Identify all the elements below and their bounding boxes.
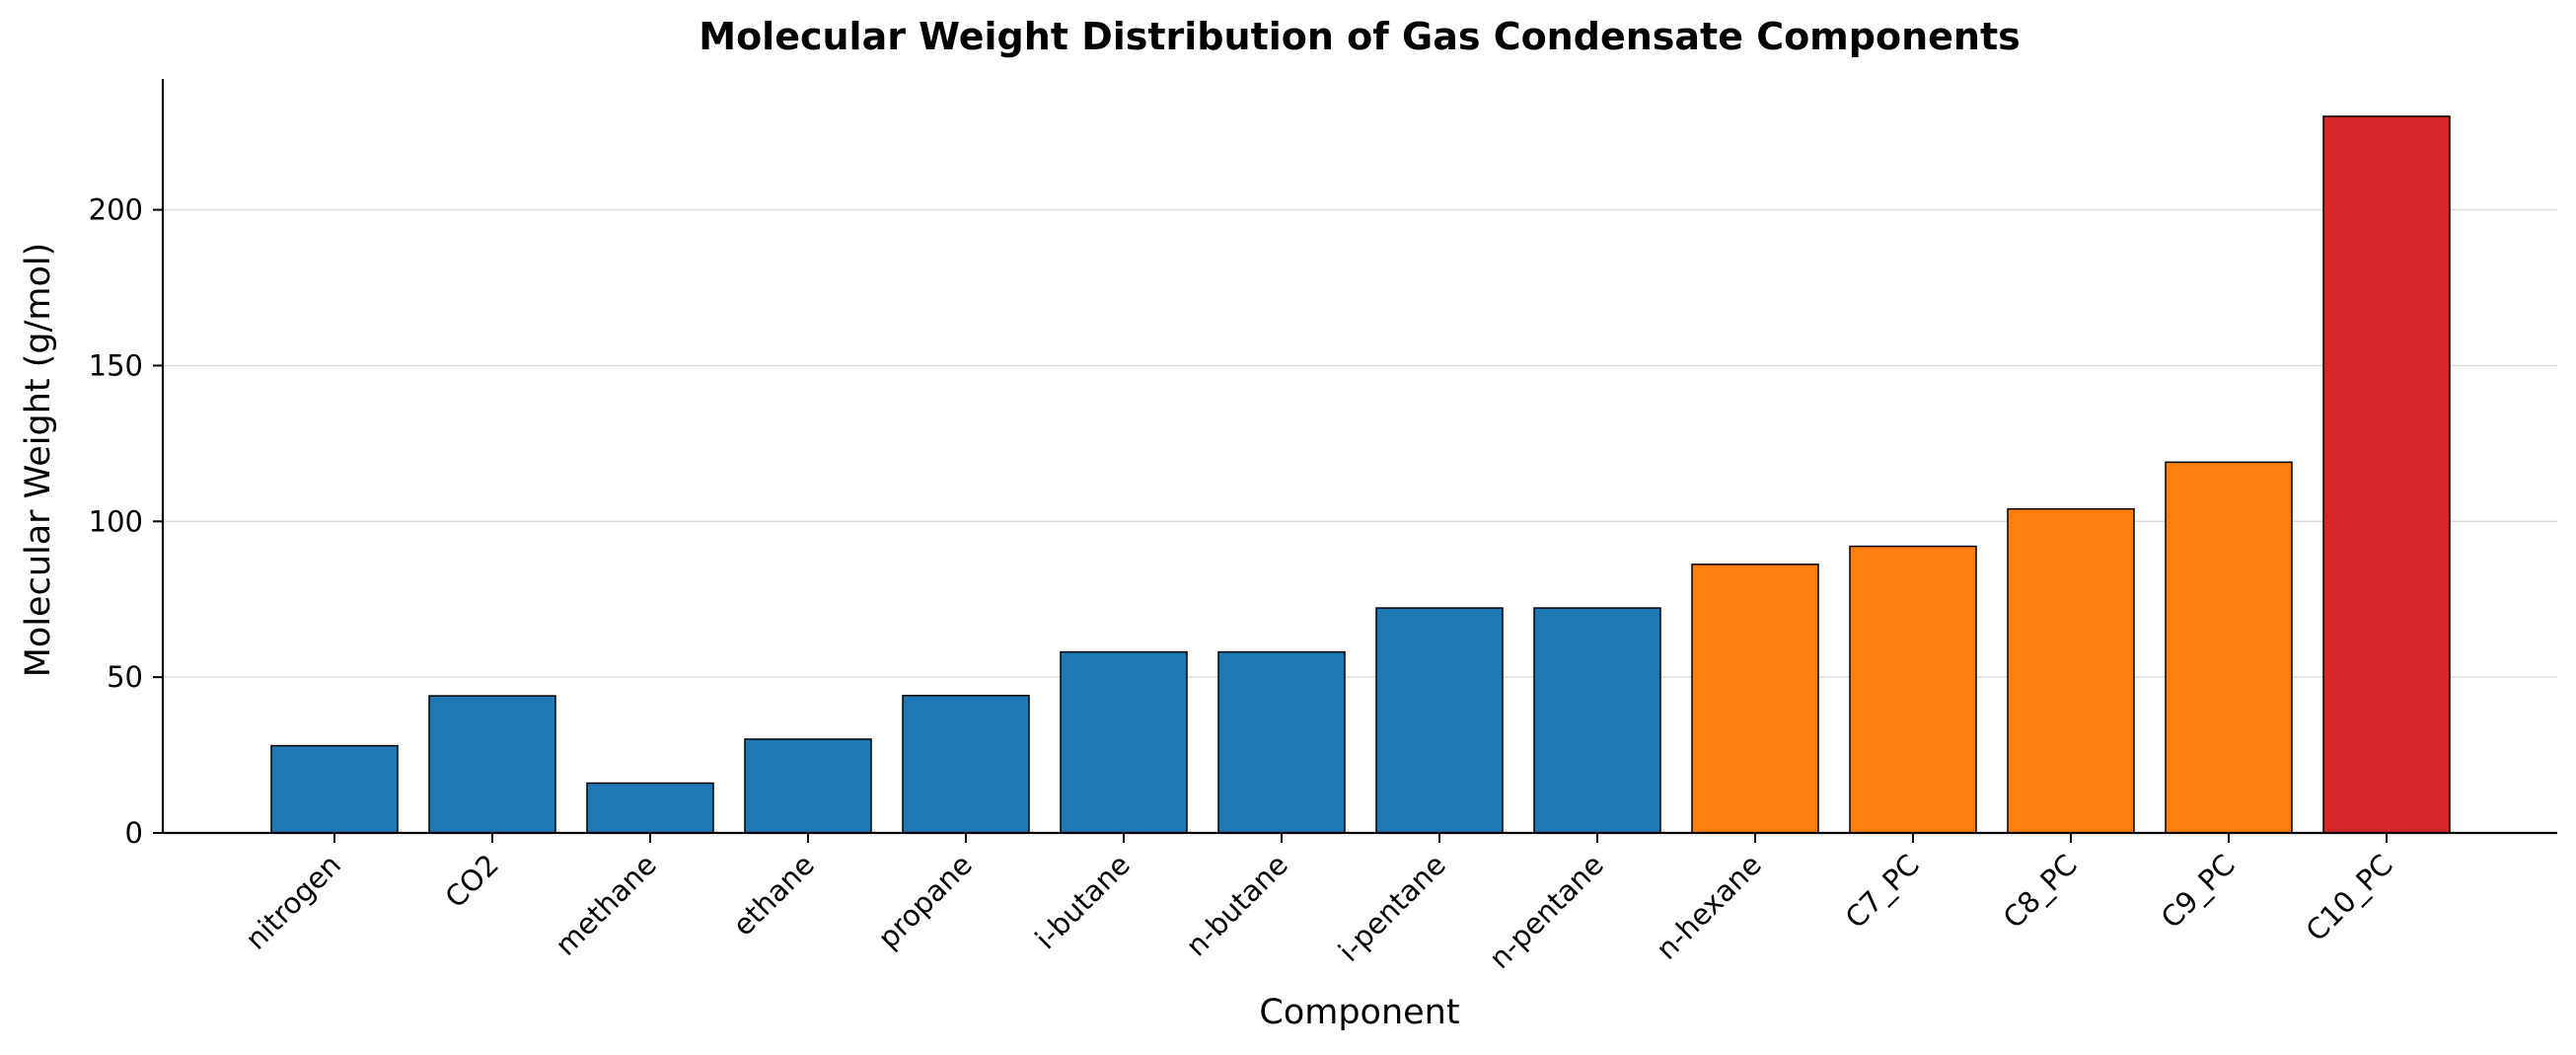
y-tick-label: 50	[107, 660, 143, 694]
bar-C8_PC	[2007, 507, 2135, 834]
x-tick-label: nitrogen	[239, 848, 347, 956]
y-tick-label: 150	[89, 348, 143, 382]
bar-n-pentane	[1533, 607, 1661, 834]
bar-C9_PC	[2165, 461, 2293, 834]
x-tick-label: ethane	[726, 848, 821, 942]
x-tick-label: i-pentane	[1332, 848, 1452, 968]
chart-title: Molecular Weight Distribution of Gas Con…	[699, 15, 2021, 58]
x-tick-label: C7_PC	[1839, 848, 1926, 935]
y-tick-label: 200	[89, 193, 143, 227]
bar-methane	[586, 782, 714, 834]
bar-C7_PC	[1849, 545, 1977, 834]
x-axis-label: Component	[1259, 993, 1459, 1032]
x-tick-label: C10_PC	[2300, 848, 2399, 947]
bars	[270, 115, 2451, 834]
x-tick-label: n-butane	[1179, 848, 1294, 963]
bar-i-butane	[1060, 650, 1188, 834]
x-tick-label: C9_PC	[2155, 848, 2242, 935]
x-tick-label: C8_PC	[1997, 848, 2084, 935]
bar-nitrogen	[270, 744, 399, 834]
y-axis: 0 50 100 150 200	[89, 79, 165, 850]
x-tick-label: n-pentane	[1483, 848, 1610, 975]
x-tick-label: propane	[871, 848, 979, 955]
x-tick-label: CO2	[438, 848, 505, 915]
x-tick-label: methane	[549, 848, 663, 962]
bar-propane	[902, 695, 1030, 834]
x-tick-label: i-butane	[1029, 848, 1137, 955]
grid-lines	[163, 208, 2557, 678]
bar-ethane	[744, 738, 872, 834]
bar-C10_PC	[2322, 115, 2451, 834]
y-tick-label: 0	[125, 816, 143, 850]
x-axis: nitrogen CO2 methane ethane propane i-butane n…	[163, 831, 2557, 975]
x-tick-label: n-hexane	[1650, 848, 1768, 966]
y-tick-label: 100	[89, 504, 143, 538]
bar-n-hexane	[1691, 564, 1819, 834]
bar-n-butane	[1217, 650, 1346, 834]
bar-CO2	[428, 695, 556, 834]
bar-i-pentane	[1375, 607, 1504, 834]
y-axis-label: Molecular Weight (g/mol)	[19, 243, 58, 678]
